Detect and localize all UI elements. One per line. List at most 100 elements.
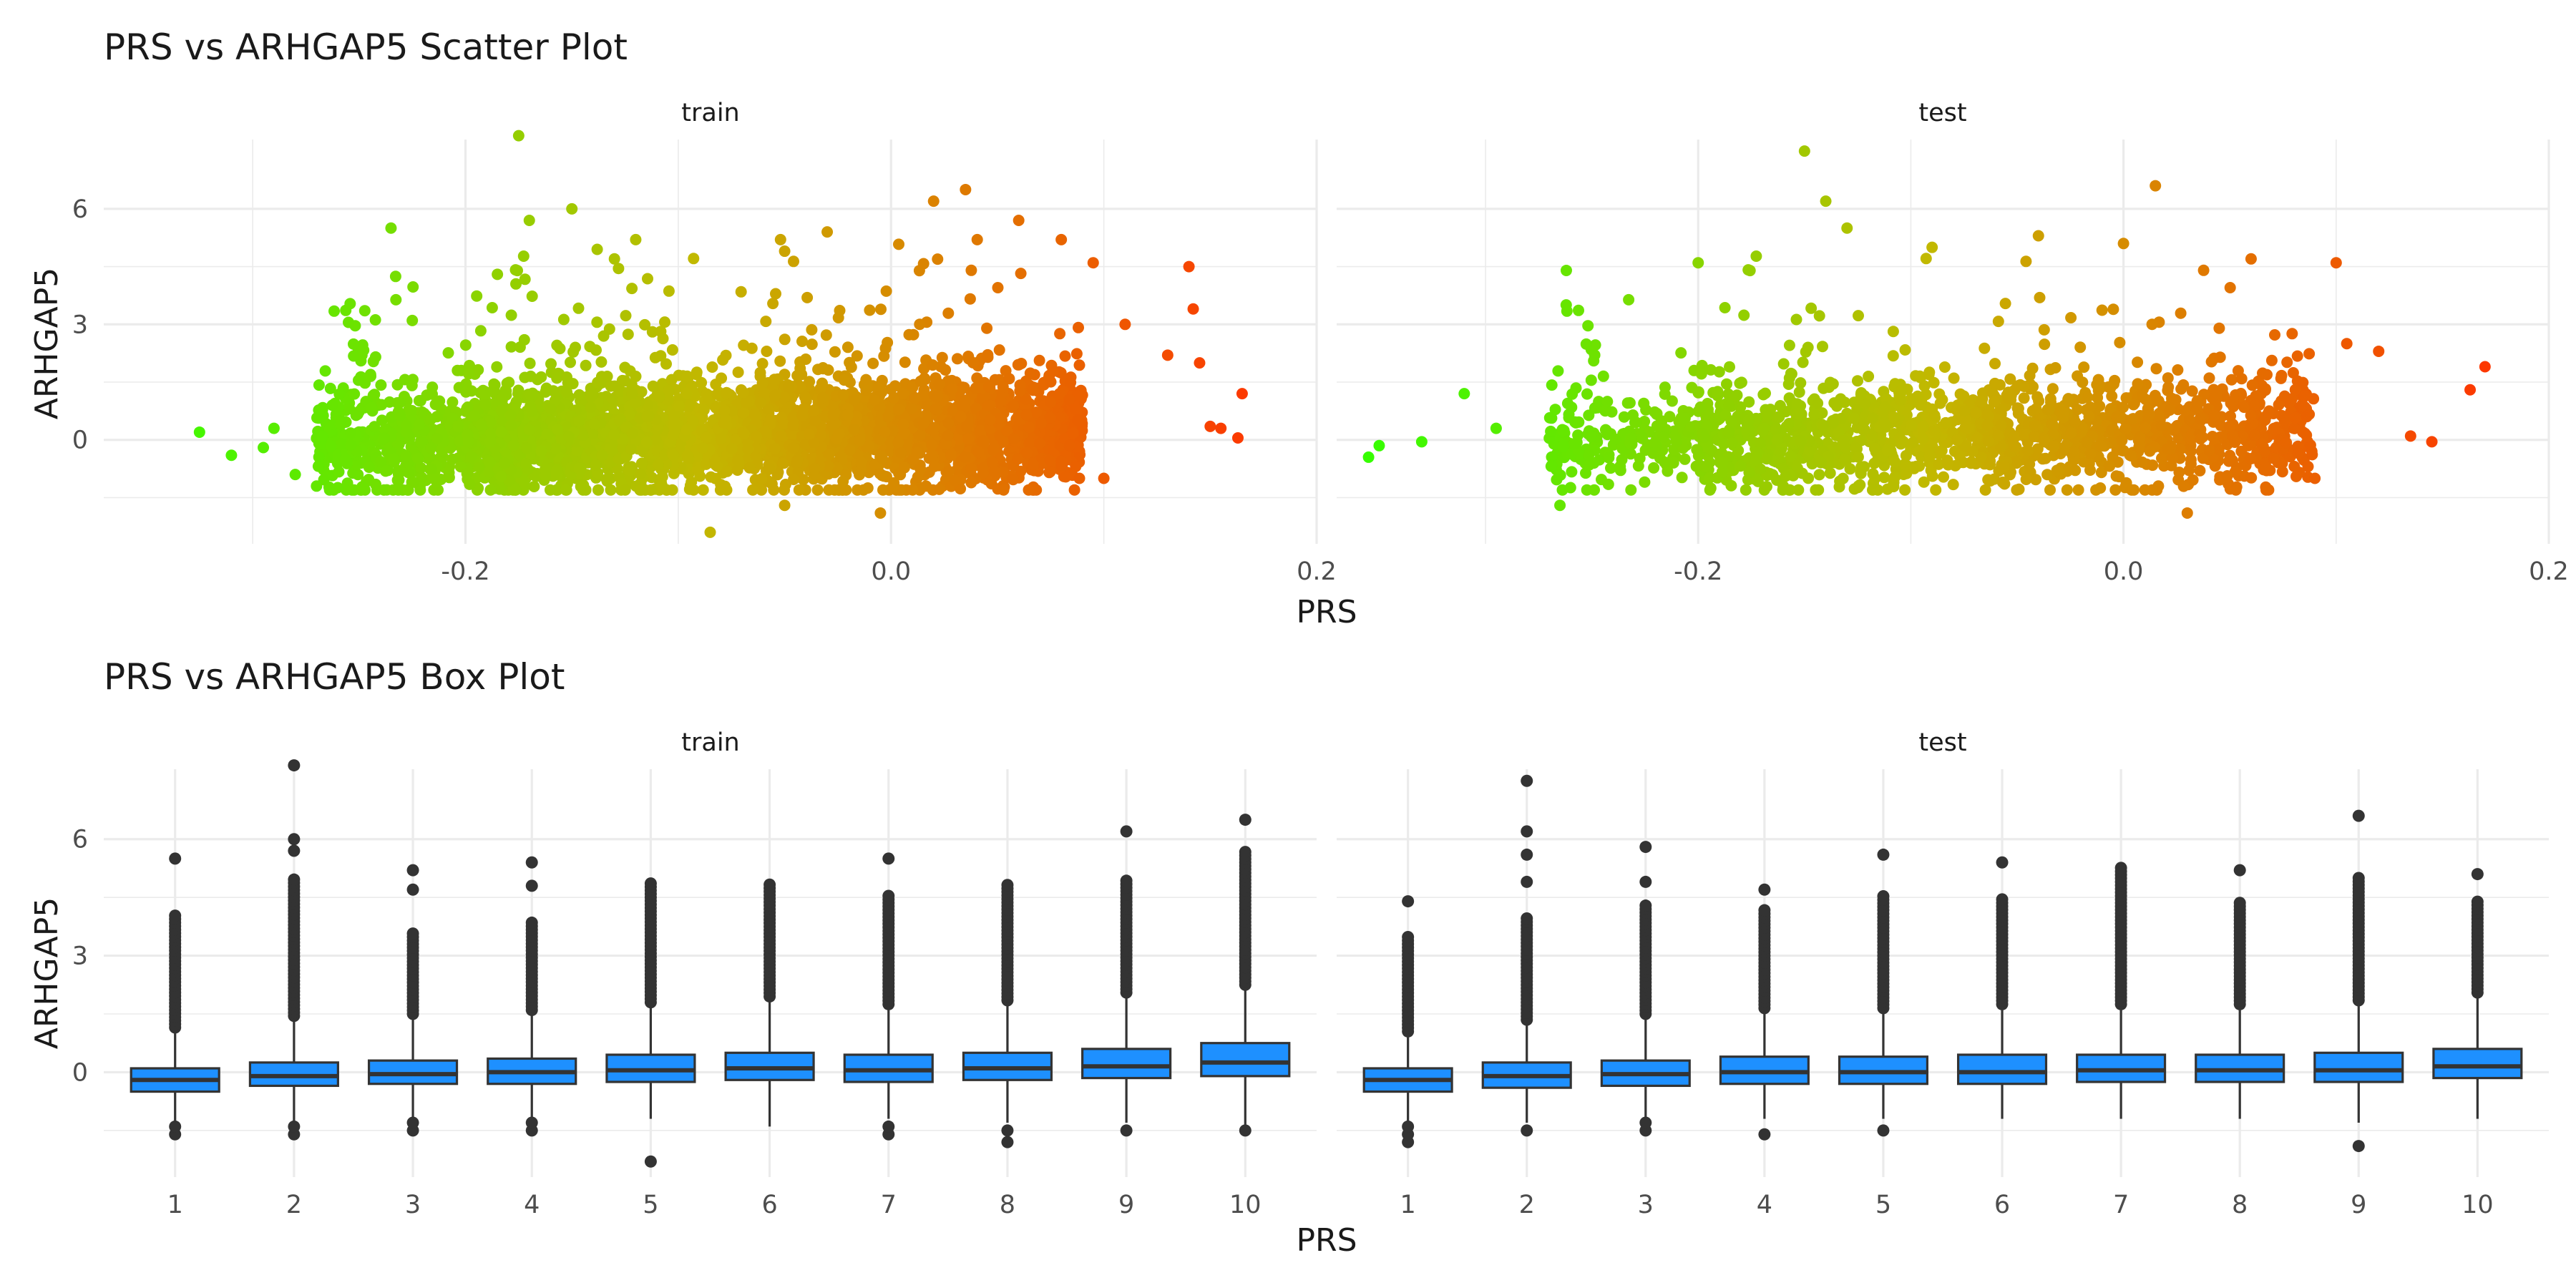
scatter-point	[554, 343, 566, 355]
scatter-point	[879, 342, 892, 354]
scatter-point	[855, 457, 867, 468]
scatter-point	[430, 475, 442, 487]
scatter-point	[507, 439, 519, 452]
scatter-point	[929, 460, 940, 472]
scatter-point	[565, 356, 576, 369]
scatter-point	[875, 303, 887, 316]
scatter-point	[1087, 257, 1099, 269]
scatter-point	[646, 326, 658, 338]
scatter-point	[1581, 388, 1593, 400]
scatter-point	[1853, 310, 1864, 322]
scatter-point	[526, 291, 538, 302]
scatter-point	[333, 466, 345, 478]
scatter-point	[550, 442, 562, 454]
scatter-point	[809, 414, 821, 426]
scatter-point	[429, 399, 441, 411]
scatter-point	[680, 387, 693, 399]
scatter-point	[1602, 478, 1614, 490]
scatter-point	[1008, 399, 1020, 411]
scatter-point	[542, 428, 554, 440]
scatter-point	[1187, 303, 1199, 315]
scatter-point	[2147, 459, 2159, 472]
scatter-point	[605, 484, 617, 496]
scatter-point	[1887, 350, 1899, 362]
scatter-point	[2288, 422, 2301, 434]
scatter-point	[721, 465, 733, 477]
scatter-point	[1055, 455, 1067, 467]
scatter-point	[495, 470, 507, 482]
scatter-point	[748, 409, 761, 421]
scatter-point	[588, 418, 600, 430]
scatter-point	[1027, 459, 1039, 471]
scatter-point	[2185, 454, 2197, 466]
scatter-point	[1989, 358, 2001, 370]
scatter-point	[860, 374, 872, 386]
scatter-point	[761, 346, 773, 357]
scatter-point	[769, 389, 781, 401]
scatter-point	[1601, 396, 1614, 408]
scatter-point	[2224, 449, 2236, 462]
scatter-point	[1855, 389, 1867, 401]
scatter-point	[1067, 427, 1079, 439]
scatter-point	[442, 347, 454, 359]
scatter-point	[484, 484, 497, 496]
scatter-point	[365, 370, 376, 382]
scatter-point	[1183, 260, 1195, 273]
scatter-point	[1852, 375, 1863, 387]
scatter-point	[1073, 472, 1085, 484]
scatter-point	[645, 472, 658, 484]
scatter-point	[905, 402, 917, 414]
scatter-point	[348, 338, 359, 350]
scatter-point	[732, 366, 744, 379]
scatter-point	[443, 472, 455, 484]
scatter-point	[392, 468, 404, 480]
scatter-point	[2172, 364, 2184, 376]
scatter-point	[345, 427, 356, 439]
scatter-point	[524, 357, 536, 369]
scatter-point	[930, 391, 942, 403]
scatter-point	[898, 462, 910, 474]
scatter-point	[1691, 444, 1703, 456]
scatter-point	[914, 375, 927, 387]
scatter-point	[740, 396, 752, 409]
scatter-point	[1047, 366, 1059, 377]
scatter-point	[882, 411, 894, 423]
scatter-point	[647, 380, 659, 392]
scatter-point	[339, 453, 351, 465]
scatter-point	[376, 399, 388, 411]
scatter-point	[619, 375, 631, 387]
scatter-point	[2162, 372, 2174, 384]
scatter-point	[946, 383, 958, 395]
scatter-point	[431, 432, 443, 444]
scatter-point	[557, 313, 570, 326]
scatter-point	[1215, 422, 1227, 434]
scatter-point	[680, 424, 693, 436]
scatter-point	[475, 419, 487, 431]
scatter-point	[848, 424, 860, 435]
scatter-point	[545, 403, 557, 415]
scatter-point	[731, 464, 743, 476]
scatter-point	[914, 318, 926, 331]
scatter-point	[523, 424, 535, 436]
scatter-point	[907, 484, 919, 496]
scatter-point	[1817, 341, 1828, 353]
scatter-point	[1744, 265, 1756, 277]
scatter-point	[479, 399, 492, 411]
scatter-point	[732, 454, 743, 467]
scatter-point	[639, 318, 651, 331]
scatter-point	[775, 430, 787, 442]
scatter-point	[977, 467, 989, 479]
scatter-point	[1738, 309, 1750, 321]
scatter-point	[491, 361, 503, 373]
scatter-point	[608, 429, 620, 441]
scatter-point	[1020, 409, 1033, 421]
scatter-point	[1236, 388, 1248, 400]
scatter-point	[1695, 368, 1707, 380]
scatter-point	[474, 325, 487, 337]
scatter-point	[492, 268, 504, 280]
scatter-point	[719, 480, 731, 492]
scatter-point	[2290, 470, 2302, 482]
scatter-point	[312, 460, 324, 472]
scatter-point	[1777, 358, 1790, 370]
scatter-point	[379, 465, 391, 477]
